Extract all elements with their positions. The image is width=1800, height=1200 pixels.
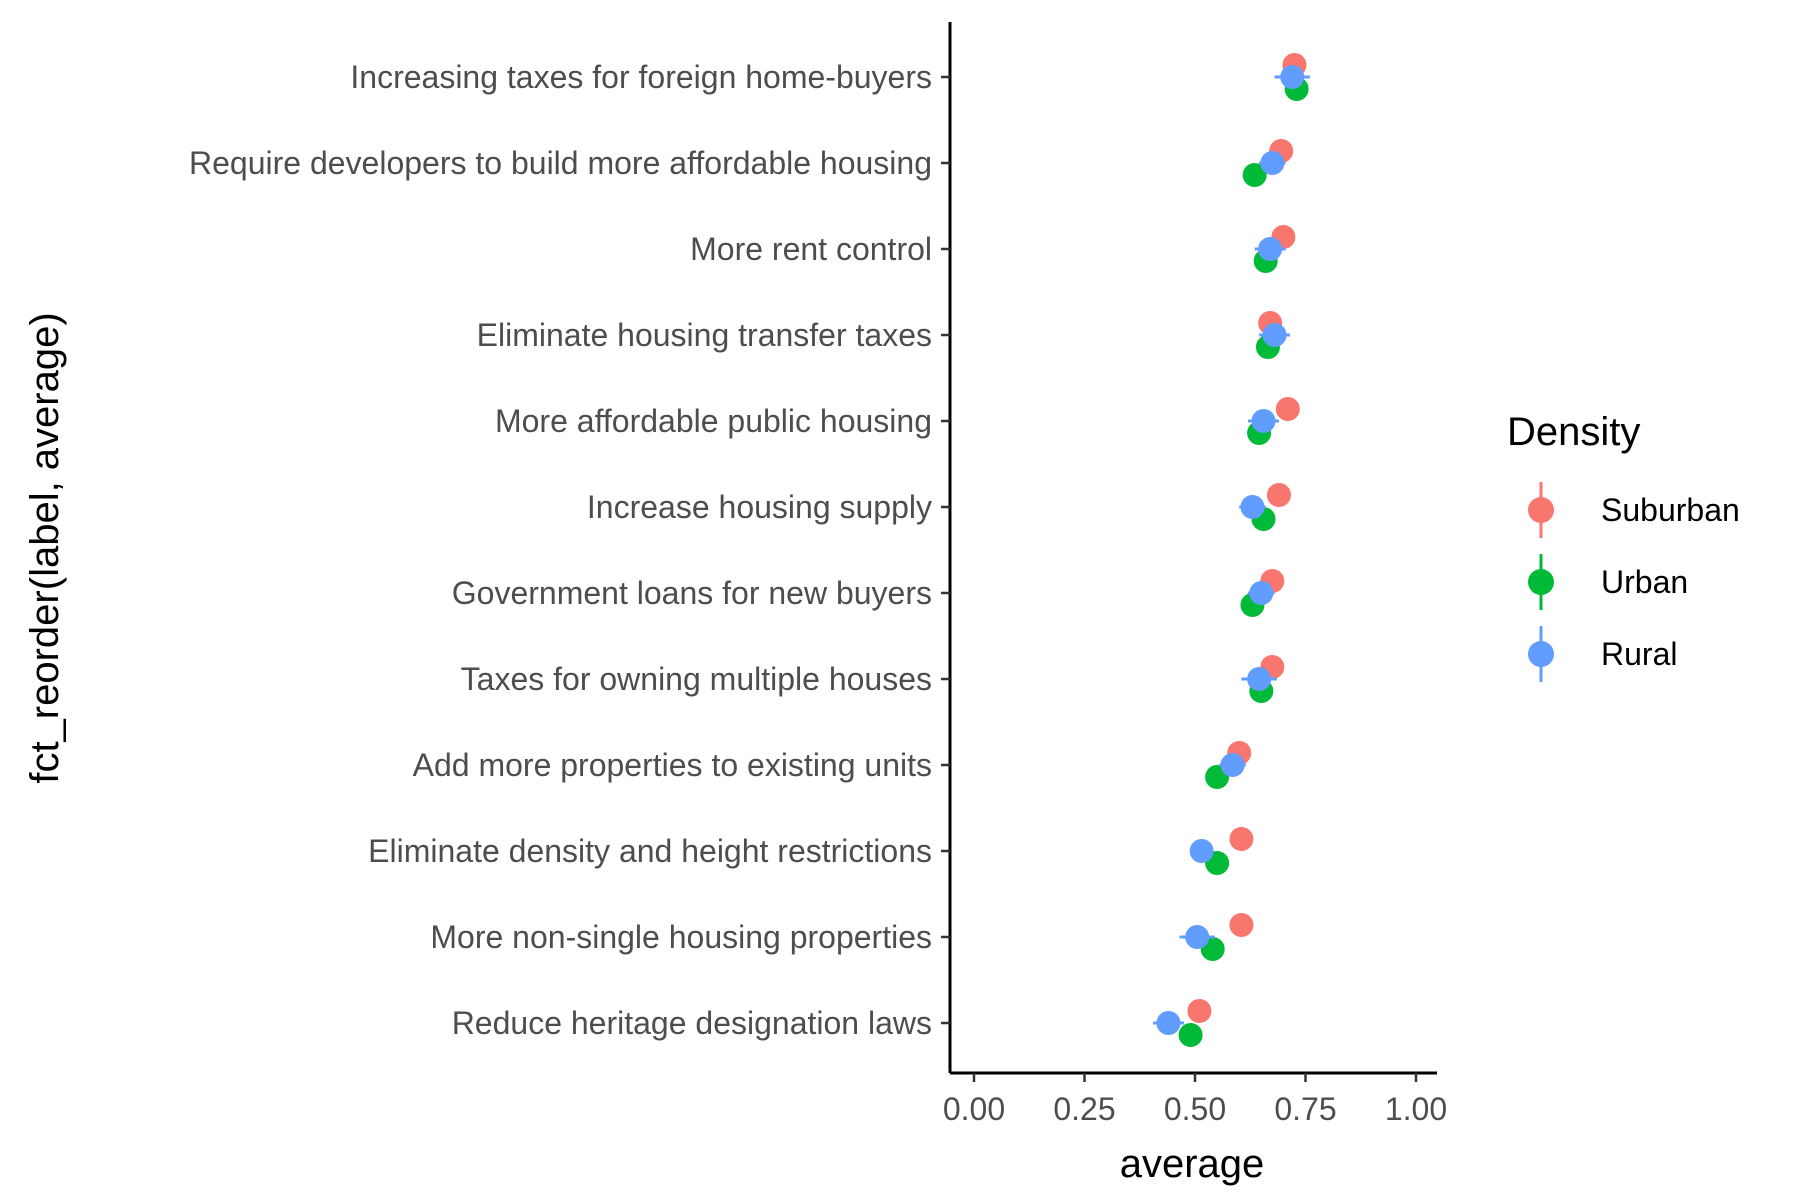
data-point (1189, 839, 1214, 863)
x-tick-label: 0.75 (1274, 1091, 1336, 1127)
data-point (1260, 151, 1285, 175)
y-tick-label: Increase housing supply (587, 489, 932, 525)
legend-label: Urban (1601, 564, 1688, 600)
series-rural (1153, 65, 1310, 1035)
data-point (1275, 397, 1300, 421)
y-tick-label: Government loans for new buyers (452, 575, 932, 611)
legend-key-point (1528, 497, 1554, 523)
y-tick-label: More rent control (690, 231, 932, 267)
y-axis-ticks: Increasing taxes for foreign home-buyers… (189, 59, 950, 1041)
data-point (1229, 913, 1254, 937)
legend: Density Suburban Urban Rural (1507, 410, 1740, 682)
data-point (1249, 581, 1274, 605)
data-point (1156, 1011, 1181, 1035)
series-suburban (1187, 53, 1307, 1023)
y-tick-label: More affordable public housing (495, 403, 932, 439)
x-tick-label: 0.00 (943, 1091, 1005, 1127)
legend-key-point (1528, 641, 1554, 667)
data-point (1247, 667, 1272, 691)
legend-item-rural: Rural (1528, 626, 1677, 682)
x-axis-ticks: 0.00 0.25 0.50 0.75 1.00 (943, 1073, 1447, 1127)
data-point (1266, 483, 1291, 507)
data-point (1185, 925, 1210, 949)
x-tick-label: 1.00 (1385, 1091, 1447, 1127)
y-tick-label: Require developers to build more afforda… (189, 145, 932, 181)
data-point (1262, 323, 1287, 347)
legend-item-urban: Urban (1528, 554, 1688, 610)
data-point (1242, 163, 1267, 187)
legend-title: Density (1507, 410, 1640, 454)
data-point (1251, 409, 1276, 433)
series-urban (1178, 77, 1309, 1047)
y-axis-title: fct_reorder(label, average) (23, 312, 67, 783)
x-tick-label: 0.25 (1053, 1091, 1115, 1127)
data-point (1220, 753, 1245, 777)
plot-points (1153, 53, 1310, 1047)
y-tick-label: Add more properties to existing units (413, 747, 932, 783)
y-tick-label: Increasing taxes for foreign home-buyers (350, 59, 932, 95)
x-axis-title: average (1120, 1142, 1265, 1186)
x-tick-label: 0.50 (1164, 1091, 1226, 1127)
y-tick-label: Eliminate density and height restriction… (368, 833, 932, 869)
y-tick-label: Reduce heritage designation laws (452, 1005, 932, 1041)
data-point (1240, 495, 1265, 519)
legend-label: Suburban (1601, 492, 1740, 528)
y-tick-label: Eliminate housing transfer taxes (477, 317, 932, 353)
legend-label: Rural (1601, 636, 1677, 672)
y-tick-label: More non-single housing properties (430, 919, 932, 955)
y-tick-label: Taxes for owning multiple houses (461, 661, 932, 697)
data-point (1178, 1023, 1203, 1047)
legend-item-suburban: Suburban (1528, 482, 1740, 538)
data-point (1229, 827, 1254, 851)
data-point (1187, 999, 1212, 1023)
data-point (1280, 65, 1305, 89)
legend-key-point (1528, 569, 1554, 595)
data-point (1258, 237, 1283, 261)
